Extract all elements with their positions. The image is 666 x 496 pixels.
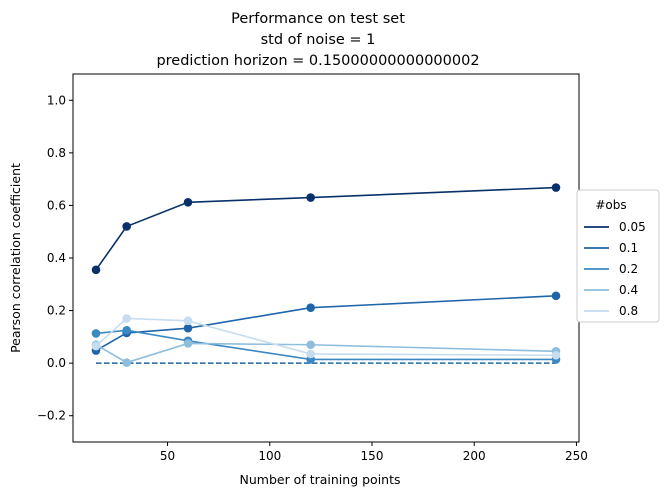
series-0.05 [91, 183, 561, 275]
data-point [306, 349, 315, 359]
data-point [306, 193, 315, 202]
data-point [122, 358, 131, 367]
chart-title-line-3: prediction horizon = 0.15000000000000002 [156, 53, 479, 69]
plot-frame [72, 73, 580, 443]
x-tick-label: 200 [463, 449, 486, 463]
data-point [306, 303, 315, 312]
y-tick-label: −0.2 [37, 409, 66, 423]
series-line [95, 295, 557, 352]
chart-title-line-2: std of noise = 1 [261, 32, 376, 48]
data-point [551, 183, 561, 192]
y-tick-label: 1.0 [47, 93, 66, 107]
legend-label: 0.2 [619, 262, 638, 276]
data-point [183, 316, 193, 326]
data-point [551, 350, 561, 360]
legend-label: 0.05 [619, 220, 646, 234]
data-point [183, 323, 193, 333]
chart-title: Performance on test set std of noise = 1… [156, 11, 479, 69]
x-tick-label: 50 [160, 449, 175, 463]
chart-title-line-1: Performance on test set [231, 11, 405, 27]
data-point [551, 291, 561, 301]
y-tick-label: 0.6 [47, 198, 66, 212]
data-point [122, 325, 131, 335]
x-tick-label: 150 [361, 449, 384, 463]
data-point [122, 314, 131, 323]
y-tick-label: 0.2 [47, 304, 66, 318]
legend-label: 0.1 [619, 241, 638, 255]
data-point [183, 339, 193, 348]
y-tick-label: 0.8 [47, 146, 66, 160]
series-line [95, 186, 557, 271]
x-tick-label: 250 [565, 449, 588, 463]
plot-content [91, 183, 561, 367]
x-tick-label: 100 [258, 449, 281, 463]
data-point [306, 340, 315, 350]
y-tick-label: 0.0 [47, 356, 66, 370]
legend-label: 0.8 [619, 304, 638, 318]
legend-label: 0.4 [619, 283, 638, 297]
legend-box [576, 189, 660, 323]
series-0.8 [91, 314, 561, 360]
y-tick-label: 0.4 [47, 251, 66, 265]
x-axis-label: Number of training points [240, 472, 401, 487]
axis-ticks: 50 100 150 200 250 −0.2 0.0 0.2 0.4 0.6 0.8 1.0 [37, 93, 588, 463]
legend-title: #obs [595, 198, 626, 212]
legend: #obs 0.05 0.1 0.2 0.4 0.8 [576, 189, 660, 323]
data-point [91, 265, 101, 275]
data-point [122, 222, 131, 231]
y-axis-label: Pearson correlation coefficient [8, 163, 23, 353]
data-point [91, 329, 101, 338]
data-point [183, 197, 193, 207]
data-point [91, 341, 101, 351]
